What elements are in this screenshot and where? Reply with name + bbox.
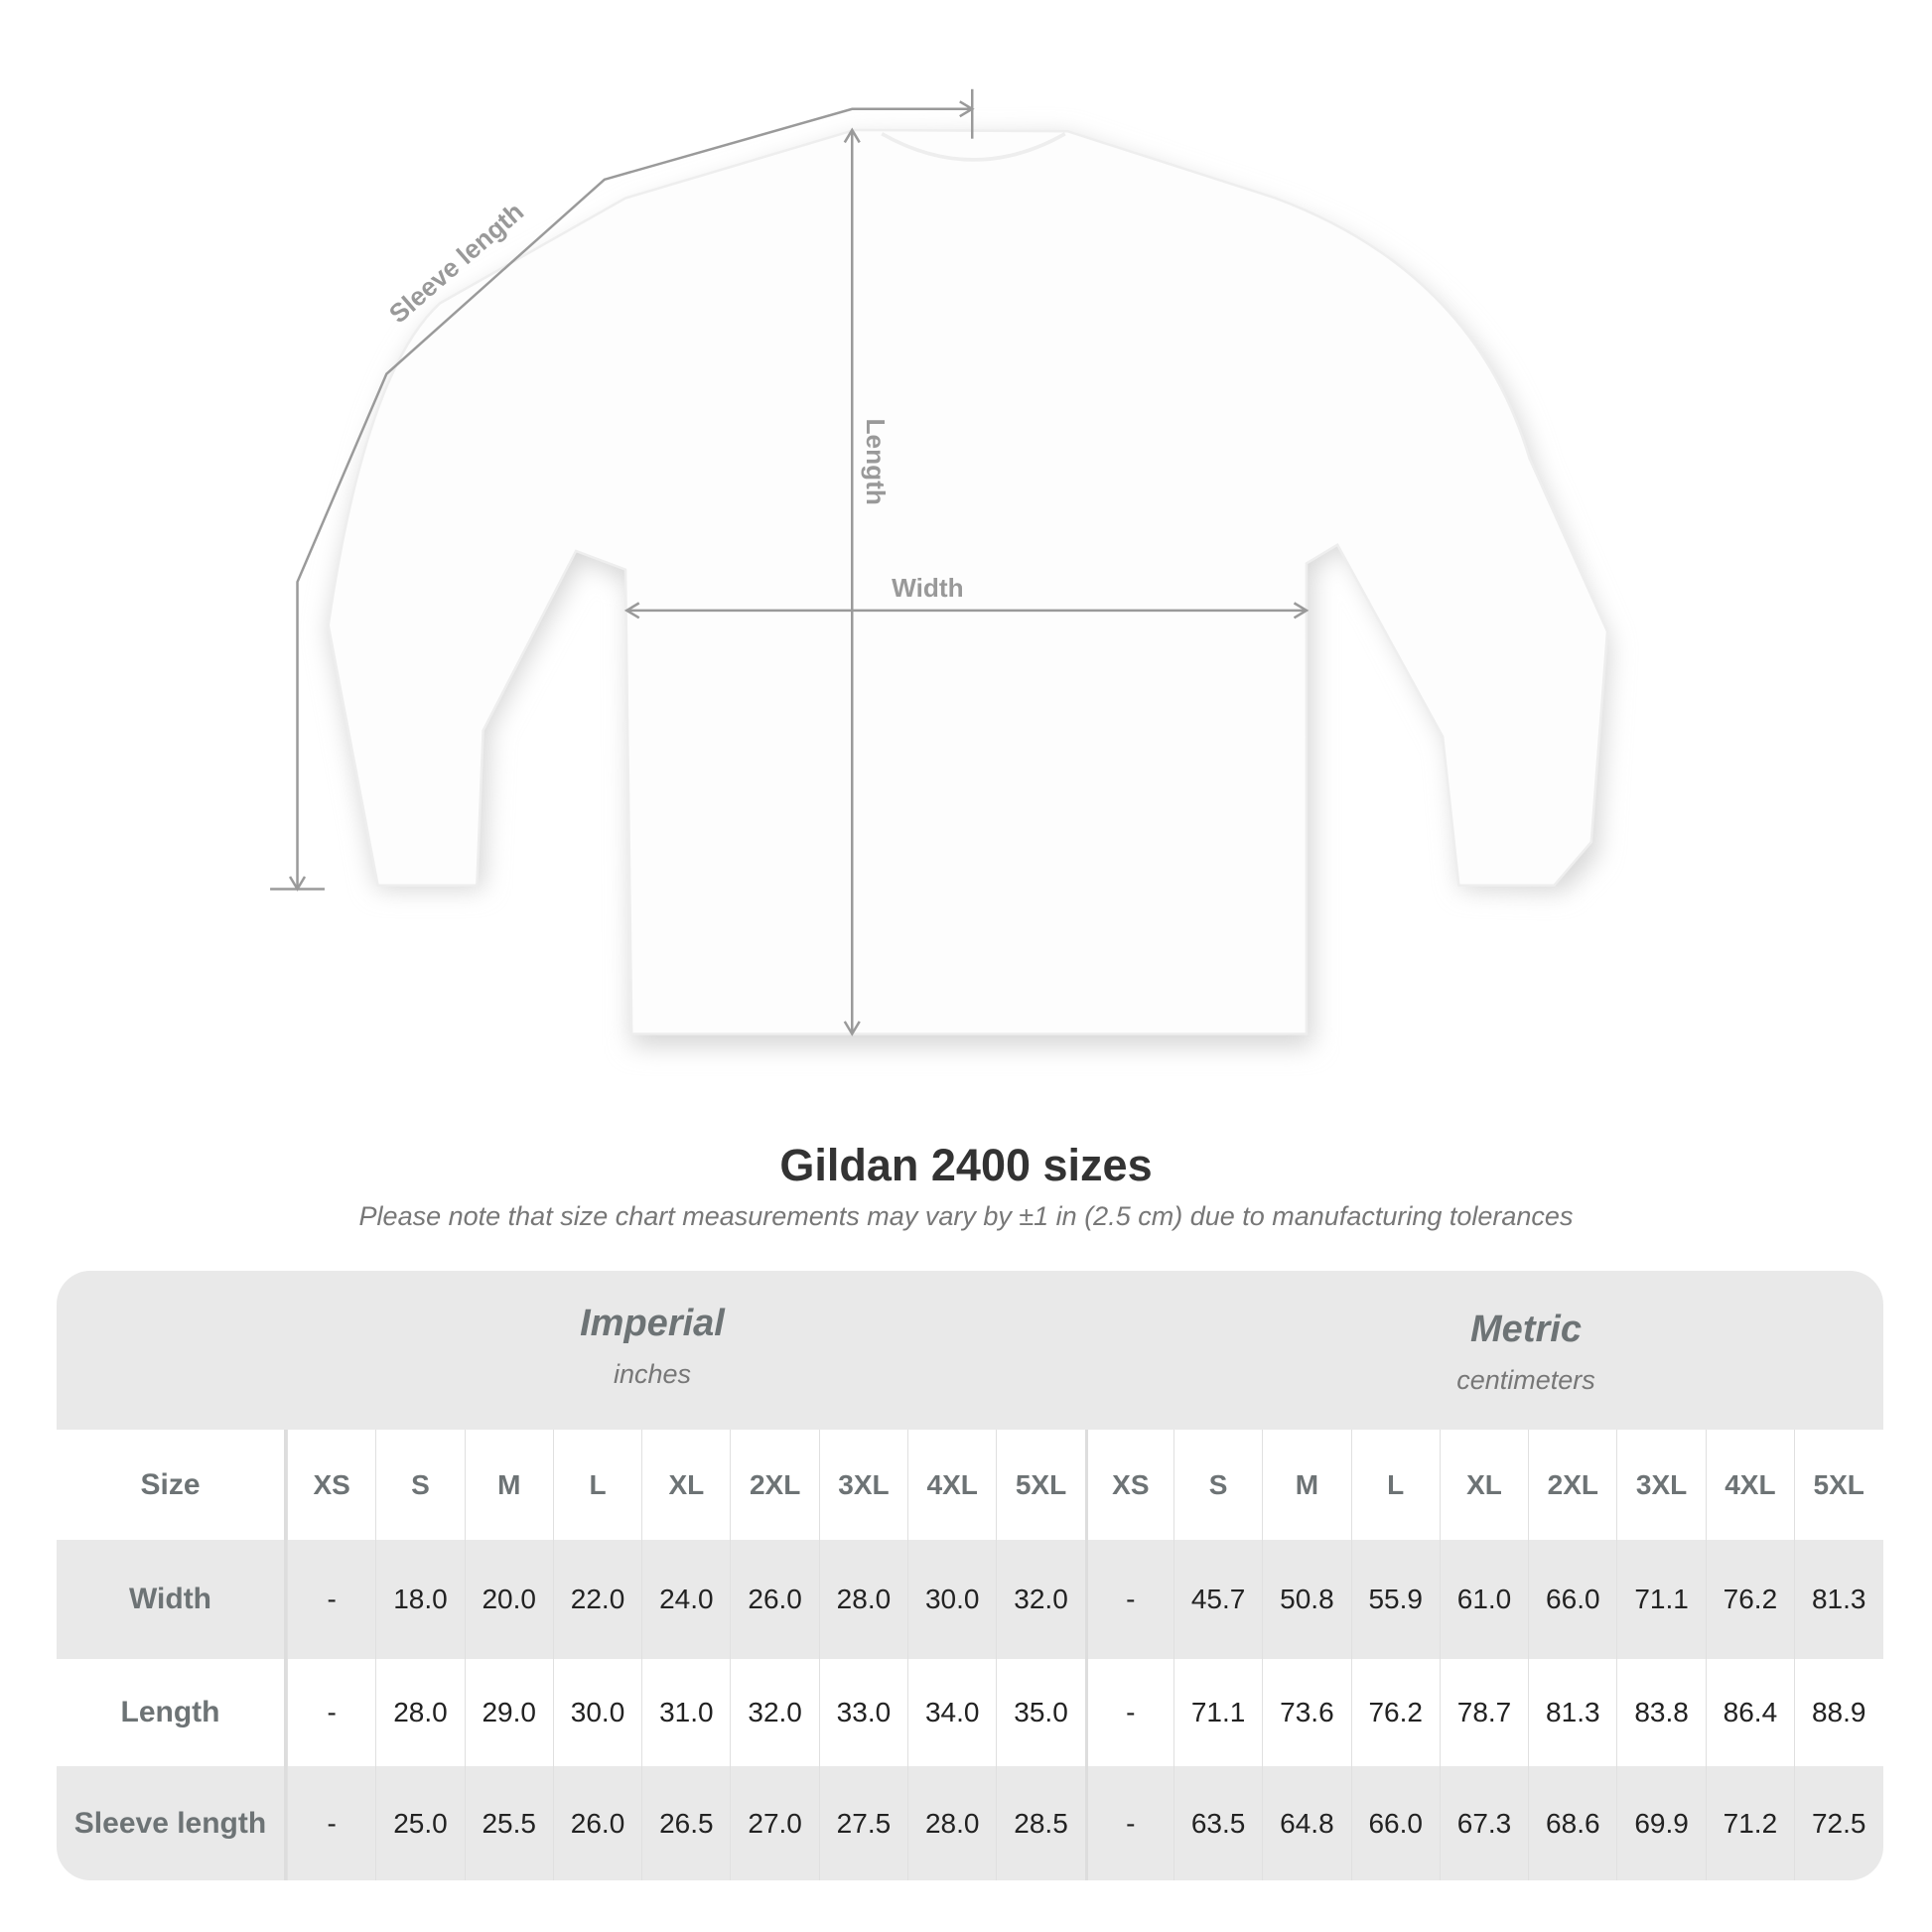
measurement-lines	[270, 88, 1310, 1036]
metric-cell: 88.9	[1794, 1659, 1882, 1766]
metric-header: Metric centimeters	[1278, 1309, 1774, 1396]
imperial-cell: 29.0	[464, 1659, 553, 1766]
imperial-cell: 28.0	[375, 1659, 464, 1766]
metric-cell: 71.1	[1616, 1540, 1705, 1659]
size-header-metric: M	[1262, 1430, 1350, 1540]
size-header-row: Size XS S M L XL 2XL 3XL 4XL 5XL XS S M L XL 2XL 3XL 4XL 5…	[57, 1430, 1883, 1540]
metric-title: Metric	[1470, 1309, 1582, 1350]
imperial-cell: 30.0	[552, 1659, 641, 1766]
metric-cell: 69.9	[1616, 1766, 1705, 1880]
imperial-cell: 20.0	[464, 1540, 553, 1659]
imperial-cell: -	[287, 1766, 375, 1880]
metric-cell: 45.7	[1173, 1540, 1262, 1659]
imperial-cell: 18.0	[375, 1540, 464, 1659]
size-header-metric: 4XL	[1705, 1430, 1794, 1540]
metric-cell: 66.0	[1350, 1766, 1440, 1880]
imperial-cell: 35.0	[996, 1659, 1084, 1766]
metric-cell: -	[1084, 1540, 1173, 1659]
metric-cell: -	[1084, 1659, 1173, 1766]
metric-cell: 50.8	[1262, 1540, 1350, 1659]
imperial-header: Imperial inches	[404, 1303, 900, 1390]
imperial-cell: 30.0	[907, 1540, 996, 1659]
imperial-unit: inches	[613, 1359, 692, 1389]
size-header-imperial: S	[375, 1430, 464, 1540]
table-row: Length -28.0 29.0 30.0 31.0 32.0 33.0 34.0 35.0-…	[57, 1659, 1883, 1766]
size-header-metric: L	[1350, 1430, 1440, 1540]
metric-cell: -	[1084, 1766, 1173, 1880]
row-label: Sleeve length	[57, 1766, 287, 1880]
metric-cell: 66.0	[1528, 1540, 1616, 1659]
metric-cell: 81.3	[1794, 1540, 1882, 1659]
imperial-cell: -	[287, 1659, 375, 1766]
row-label: Size	[57, 1430, 287, 1540]
size-table: Imperial inches Metric centimeters Size X…	[57, 1271, 1883, 1880]
row-label: Width	[57, 1540, 287, 1659]
imperial-cell: 28.0	[907, 1766, 996, 1880]
width-label: Width	[892, 573, 963, 603]
metric-cell: 83.8	[1616, 1659, 1705, 1766]
size-header-metric: XS	[1084, 1430, 1173, 1540]
size-header-metric: 5XL	[1794, 1430, 1882, 1540]
imperial-cell: -	[287, 1540, 375, 1659]
size-header-metric: 3XL	[1616, 1430, 1705, 1540]
size-header-metric: XL	[1439, 1430, 1528, 1540]
imperial-cell: 25.5	[464, 1766, 553, 1880]
neckline	[881, 132, 1066, 162]
imperial-cell: 27.0	[730, 1766, 818, 1880]
metric-cell: 63.5	[1173, 1766, 1262, 1880]
size-header-imperial: L	[552, 1430, 641, 1540]
imperial-cell: 25.0	[375, 1766, 464, 1880]
imperial-cell: 34.0	[907, 1659, 996, 1766]
imperial-cell: 33.0	[818, 1659, 907, 1766]
row-label: Length	[57, 1659, 287, 1766]
imperial-cell: 22.0	[552, 1540, 641, 1659]
metric-cell: 64.8	[1262, 1766, 1350, 1880]
size-header-imperial: 2XL	[730, 1430, 818, 1540]
table-row: Width -18.0 20.0 22.0 24.0 26.0 28.0 30.0 32.0-4…	[57, 1540, 1883, 1659]
tolerance-note: Please note that size chart measurements…	[358, 1201, 1574, 1231]
imperial-cell: 32.0	[996, 1540, 1084, 1659]
size-header-metric: 2XL	[1528, 1430, 1616, 1540]
metric-cell: 86.4	[1705, 1659, 1794, 1766]
imperial-cell: 28.0	[818, 1540, 907, 1659]
imperial-cell: 24.0	[641, 1540, 730, 1659]
metric-unit: centimeters	[1456, 1365, 1595, 1395]
imperial-cell: 32.0	[730, 1659, 818, 1766]
size-header-imperial: XL	[641, 1430, 730, 1540]
metric-cell: 72.5	[1794, 1766, 1882, 1880]
imperial-cell: 28.5	[996, 1766, 1084, 1880]
size-header-imperial: 5XL	[996, 1430, 1084, 1540]
imperial-cell: 26.5	[641, 1766, 730, 1880]
metric-cell: 67.3	[1439, 1766, 1528, 1880]
metric-cell: 78.7	[1439, 1659, 1528, 1766]
size-header-metric: S	[1173, 1430, 1262, 1540]
table-row: Sleeve length -25.0 25.5 26.0 26.5 27.0 27.5 28…	[57, 1766, 1883, 1880]
imperial-title: Imperial	[580, 1303, 725, 1344]
shirt-diagram: Sleeve length Length Width	[270, 88, 1610, 1046]
metric-cell: 73.6	[1262, 1659, 1350, 1766]
metric-cell: 76.2	[1705, 1540, 1794, 1659]
unit-header: Imperial inches Metric centimeters	[57, 1271, 1883, 1430]
size-header-imperial: M	[464, 1430, 553, 1540]
metric-cell: 71.1	[1173, 1659, 1262, 1766]
metric-cell: 76.2	[1350, 1659, 1440, 1766]
metric-cell: 68.6	[1528, 1766, 1616, 1880]
metric-cell: 81.3	[1528, 1659, 1616, 1766]
size-header-imperial: XS	[287, 1430, 375, 1540]
size-header-imperial: 4XL	[907, 1430, 996, 1540]
length-label: Length	[861, 419, 891, 505]
metric-cell: 71.2	[1705, 1766, 1794, 1880]
imperial-cell: 26.0	[730, 1540, 818, 1659]
page-title: Gildan 2400 sizes	[779, 1140, 1153, 1190]
metric-cell: 55.9	[1350, 1540, 1440, 1659]
imperial-cell: 26.0	[552, 1766, 641, 1880]
imperial-cell: 31.0	[641, 1659, 730, 1766]
imperial-cell: 27.5	[818, 1766, 907, 1880]
size-header-imperial: 3XL	[818, 1430, 907, 1540]
shirt-body	[327, 128, 1609, 1035]
metric-cell: 61.0	[1439, 1540, 1528, 1659]
